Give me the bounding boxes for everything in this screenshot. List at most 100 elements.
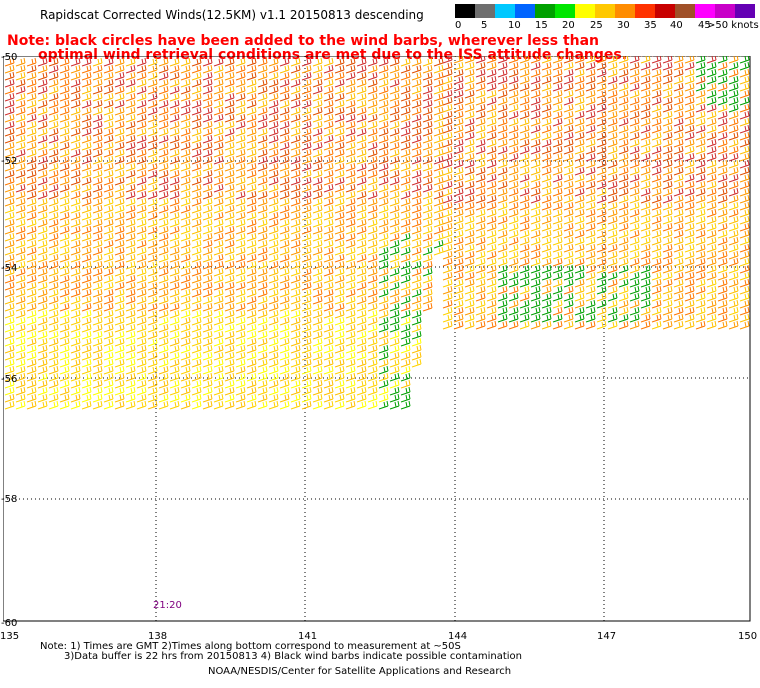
wind-barb bbox=[158, 127, 169, 137]
wind-barb bbox=[497, 215, 508, 225]
wind-barb bbox=[147, 386, 158, 396]
wind-barb bbox=[433, 239, 444, 249]
wind-barb bbox=[235, 260, 246, 270]
wind-barb bbox=[475, 208, 486, 218]
wind-barb bbox=[114, 197, 125, 207]
wind-barb bbox=[684, 236, 695, 246]
wind-barb bbox=[136, 232, 147, 242]
wind-barb bbox=[673, 82, 684, 92]
wind-barb bbox=[453, 117, 464, 127]
wind-barb bbox=[464, 250, 475, 260]
wind-barb bbox=[114, 155, 125, 165]
wind-barb bbox=[475, 117, 486, 127]
wind-barb bbox=[213, 365, 224, 375]
wind-barb bbox=[81, 127, 92, 137]
wind-barb bbox=[290, 316, 301, 326]
wind-barb bbox=[618, 173, 629, 183]
wind-barb bbox=[125, 204, 136, 214]
wind-barb bbox=[268, 106, 279, 116]
wind-barb bbox=[235, 330, 246, 340]
wind-barb bbox=[475, 75, 486, 85]
wind-barb bbox=[378, 239, 389, 249]
wind-barb bbox=[378, 120, 389, 130]
wind-barb bbox=[508, 320, 519, 330]
wind-barb bbox=[442, 61, 453, 71]
wind-barb bbox=[70, 197, 81, 207]
wind-barb bbox=[48, 337, 59, 347]
wind-barb bbox=[169, 64, 180, 74]
wind-barb bbox=[59, 323, 70, 333]
wind-barb bbox=[4, 372, 15, 382]
wind-barb bbox=[629, 152, 640, 162]
wind-barb bbox=[92, 204, 103, 214]
wind-barb bbox=[334, 288, 345, 298]
wind-barb bbox=[180, 85, 191, 95]
wind-barb bbox=[246, 358, 257, 368]
wind-barb bbox=[728, 236, 739, 246]
wind-barb bbox=[508, 208, 519, 218]
wind-barb bbox=[673, 96, 684, 106]
wind-barb bbox=[180, 148, 191, 158]
wind-barb bbox=[739, 89, 750, 99]
wind-barb bbox=[651, 229, 662, 239]
wind-barb bbox=[585, 159, 596, 169]
wind-barb bbox=[48, 183, 59, 193]
wind-barb bbox=[70, 337, 81, 347]
wind-barb bbox=[684, 82, 695, 92]
wind-barb bbox=[739, 82, 750, 92]
wind-barb bbox=[728, 68, 739, 78]
wind-barb bbox=[48, 106, 59, 116]
wind-barb bbox=[739, 250, 750, 260]
wind-barb bbox=[475, 110, 486, 120]
wind-barb bbox=[585, 264, 596, 274]
wind-barb bbox=[213, 211, 224, 221]
wind-barb bbox=[147, 127, 158, 137]
wind-barb bbox=[585, 124, 596, 134]
wind-barb bbox=[442, 173, 453, 183]
wind-barb bbox=[213, 288, 224, 298]
wind-barb bbox=[442, 313, 453, 323]
wind-barb bbox=[114, 330, 125, 340]
wind-barb bbox=[706, 257, 717, 267]
wind-barb bbox=[497, 180, 508, 190]
wind-barb bbox=[213, 393, 224, 403]
wind-barb bbox=[596, 103, 607, 113]
wind-barb bbox=[519, 56, 530, 64]
wind-barb bbox=[70, 57, 81, 67]
wind-barb bbox=[4, 274, 15, 284]
wind-barb bbox=[453, 208, 464, 218]
legend-swatch bbox=[655, 4, 675, 18]
wind-barb bbox=[739, 110, 750, 120]
wind-barb bbox=[400, 274, 411, 284]
wind-barb bbox=[26, 183, 37, 193]
wind-barb bbox=[15, 330, 26, 340]
wind-barb bbox=[411, 127, 422, 137]
wind-barb bbox=[323, 295, 334, 305]
wind-barb bbox=[563, 117, 574, 127]
wind-barb bbox=[739, 264, 750, 274]
wind-barb bbox=[125, 127, 136, 137]
wind-barb bbox=[191, 246, 202, 256]
wind-barb bbox=[475, 89, 486, 99]
wind-barb bbox=[92, 64, 103, 74]
wind-barb bbox=[728, 257, 739, 267]
wind-barb bbox=[541, 131, 552, 141]
wind-barb bbox=[367, 281, 378, 291]
wind-barb bbox=[684, 96, 695, 106]
wind-barb bbox=[323, 337, 334, 347]
wind-barb bbox=[323, 169, 334, 179]
wind-barb bbox=[475, 173, 486, 183]
wind-barb bbox=[169, 134, 180, 144]
wind-barb bbox=[519, 236, 530, 246]
wind-barb bbox=[103, 379, 114, 389]
wind-barb bbox=[334, 365, 345, 375]
wind-barb bbox=[147, 169, 158, 179]
wind-barb bbox=[301, 218, 312, 228]
wind-barb bbox=[279, 260, 290, 270]
wind-barb bbox=[180, 393, 191, 403]
wind-barb bbox=[334, 267, 345, 277]
wind-barb bbox=[530, 131, 541, 141]
wind-barb bbox=[662, 257, 673, 267]
wind-barb bbox=[312, 92, 323, 102]
wind-barb bbox=[422, 120, 433, 130]
